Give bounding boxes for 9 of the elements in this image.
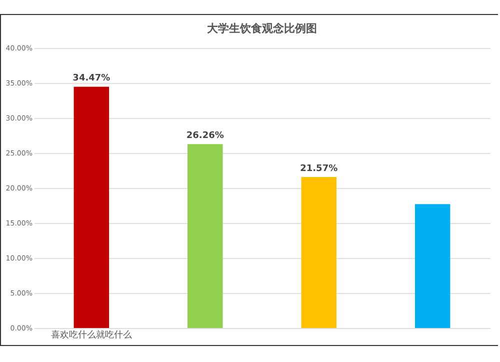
x-tick-label: 喜欢吃什么就吃什么 (50, 330, 132, 340)
bar (74, 86, 110, 328)
data-label: 21.57% (300, 164, 338, 174)
chart-title: 大学生饮食观念比例图 (207, 22, 317, 35)
data-label: 34.47% (72, 74, 110, 84)
bar (188, 144, 223, 328)
bar (301, 177, 336, 328)
bar (414, 204, 450, 328)
data-label: 26.26% (186, 131, 224, 142)
